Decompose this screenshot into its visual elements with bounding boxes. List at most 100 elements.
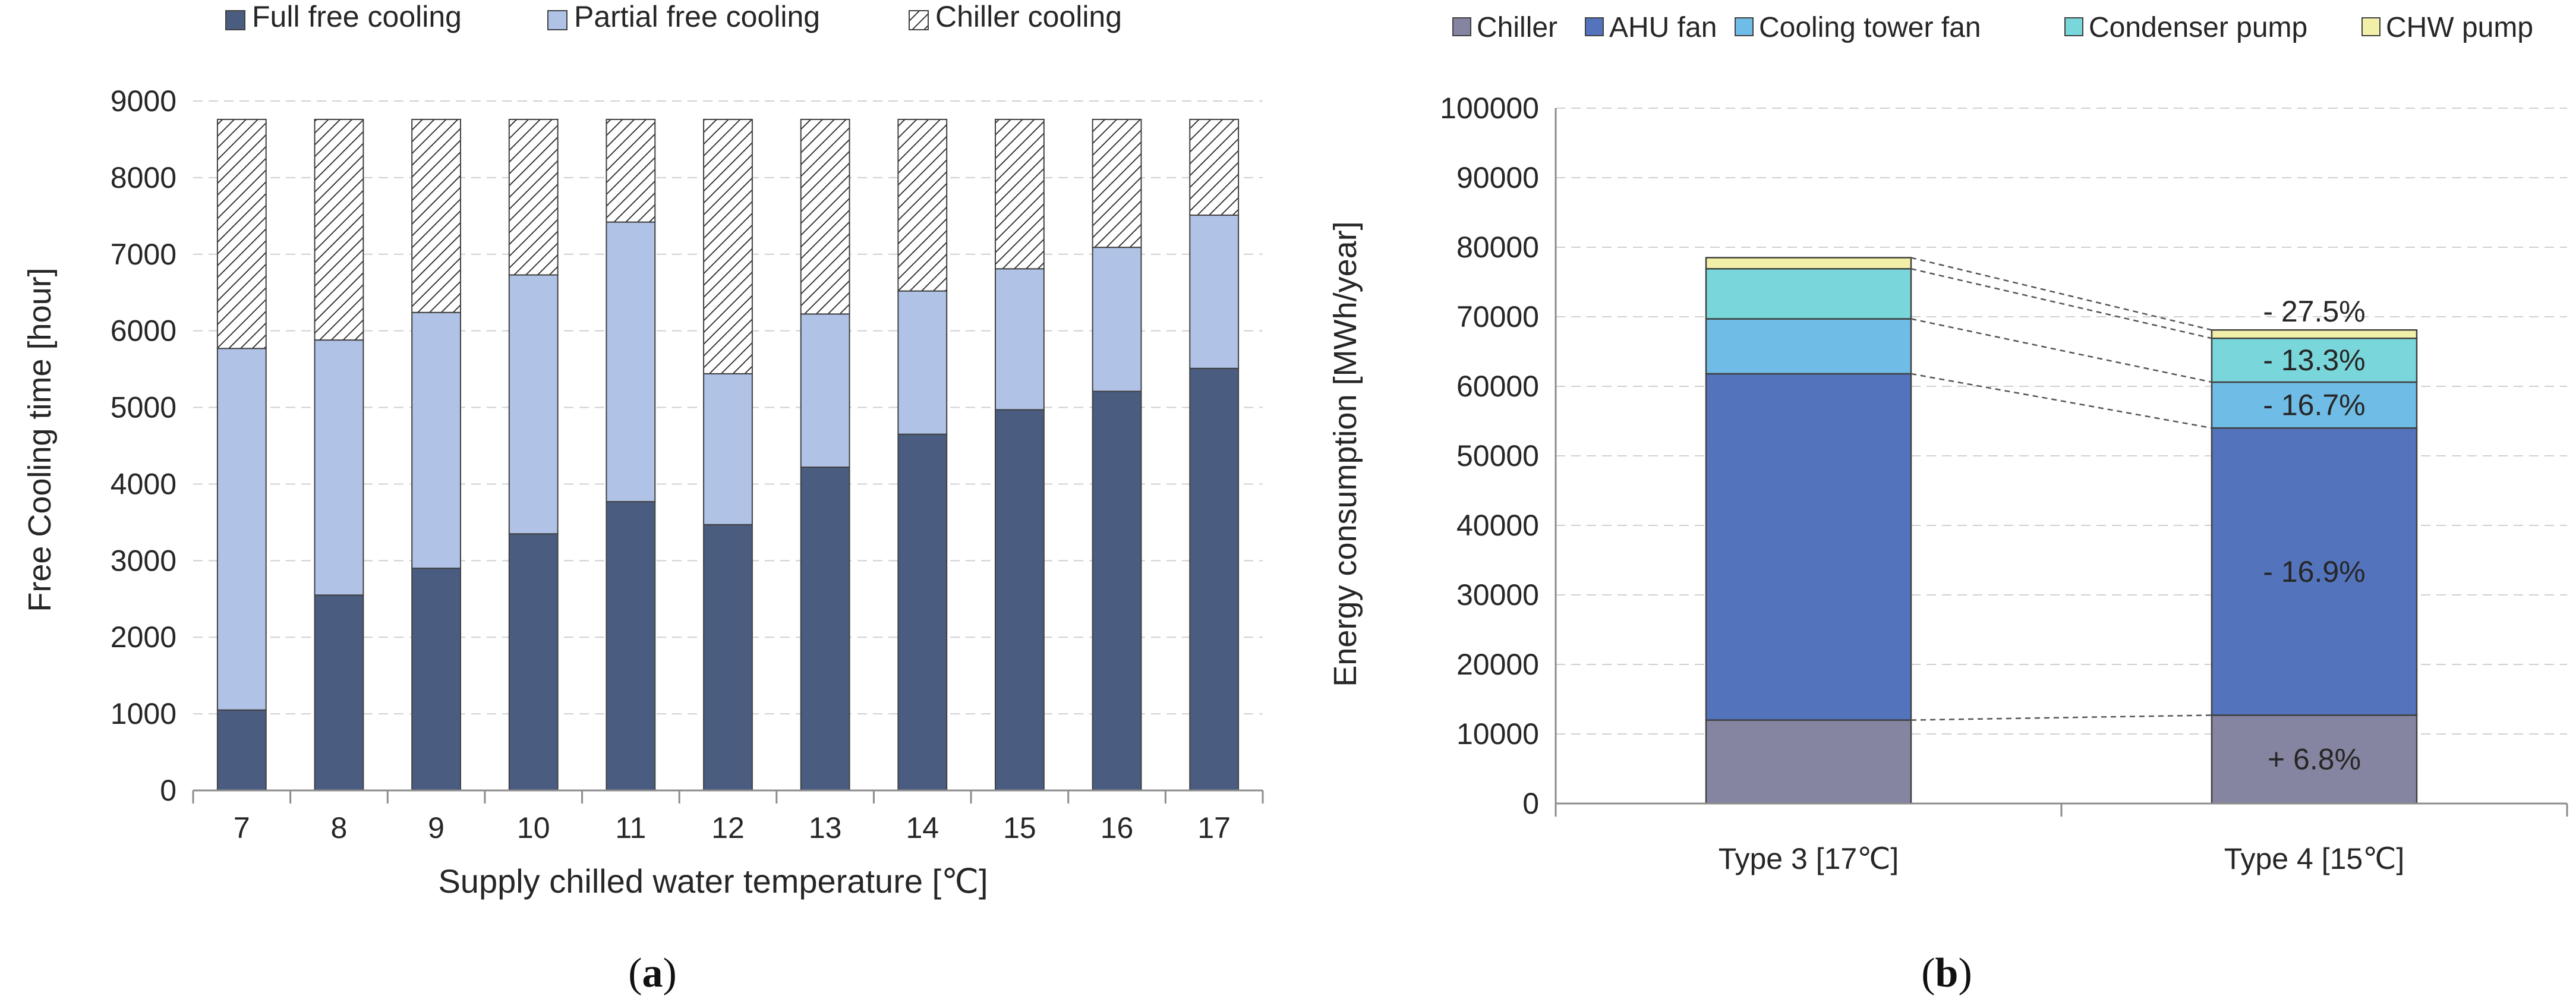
chart-b-y-axis-label: Energy consumption [MWh/year] [1328,221,1363,686]
connector-ahu-fan [1910,373,2212,429]
chart-b-bars [1705,257,2418,805]
legend-swatch-cooling-tower-fan [1735,17,1754,36]
chart-a-x-tick-label: 10 [517,811,550,845]
chart-a-x-tick-label: 13 [809,811,842,845]
legend-label-chw-pump: CHW pump [2386,12,2533,43]
annotation-chw-pump: - 27.5% [2263,295,2365,328]
chart-b-connector-lines [1910,257,2212,721]
chart-a-x-tick-label: 14 [906,811,939,845]
bar-partial-free-cooling-17 [1189,215,1240,369]
chart-a-y-tick-label: 4000 [111,467,176,500]
bar-partial-free-cooling-11 [606,221,656,503]
legend-swatch-chiller-cooling [909,10,929,30]
legend-swatch-chiller [1452,17,1471,36]
bar-cooling-tower-fan-type-4-15 [2211,381,2418,429]
bar-full-free-cooling-11 [606,501,656,791]
bar-full-free-cooling-13 [800,467,850,791]
bar-full-free-cooling-14 [897,433,948,791]
bar-partial-free-cooling-10 [508,274,559,535]
chart-a-y-tick-label: 3000 [111,544,176,577]
chart-b-energy-consumption: Chiller AHU fan Cooling tower fan Conden… [1328,12,2568,996]
bar-full-free-cooling-7 [216,709,267,791]
chart-b-y-tick-label: 50000 [1456,439,1539,472]
chart-a-x-tick-label: 7 [234,811,250,845]
bar-chiller-cooling-8 [314,118,364,341]
bar-cooling-tower-fan-type-3-17 [1705,318,1912,375]
chart-b-axes: 0 10000 20000 30000 40000 50000 60000 70000 8000… [1440,92,2568,875]
bar-partial-free-cooling-7 [216,348,267,711]
chart-a-x-tick-label: 9 [428,811,444,845]
bar-chw-pump-type-3-17 [1705,257,1912,270]
chart-b-y-tick-label: 30000 [1456,578,1539,612]
chart-b-legend: Chiller AHU fan Cooling tower fan Conden… [1452,12,2533,43]
bar-chiller-cooling-14 [897,118,948,292]
legend-label-partial-free-cooling: Partial free cooling [574,0,820,33]
chart-b-y-tick-label: 90000 [1456,161,1539,194]
chart-b-y-tick-label: 70000 [1456,300,1539,333]
chart-a-x-axis-label: Supply chilled water temperature [℃] [438,862,988,900]
bar-condenser-pump-type-4-15 [2211,338,2418,383]
bar-partial-free-cooling-14 [897,290,948,435]
bar-chiller-cooling-13 [800,118,850,315]
bar-ahu-fan-type-3-17 [1705,373,1912,721]
chart-a-y-tick-label: 7000 [111,238,176,271]
bar-chw-pump-type-4-15 [2211,329,2418,339]
bar-full-free-cooling-8 [314,594,364,791]
legend-label-ahu-fan: AHU fan [1609,12,1717,43]
panel-label-a: (a) [628,950,677,996]
connector-condenser-pump [1910,268,2212,339]
legend-swatch-ahu-fan [1585,17,1604,36]
legend-label-cooling-tower-fan: Cooling tower fan [1759,12,1981,43]
annotation-chiller: + 6.8% [2268,743,2361,776]
connector-chiller [1910,714,2212,721]
chart-b-x-tick-label: Type 4 [15℃] [2224,842,2405,875]
chart-b-y-tick-label: 10000 [1456,717,1539,751]
chart-a-free-cooling-time: Full free cooling Partial free cooling C… [22,0,1264,996]
chart-a-x-tick-label: 15 [1003,811,1036,845]
annotation-ahu-fan: - 16.9% [2263,555,2365,588]
bar-chiller-cooling-9 [411,118,462,313]
bar-partial-free-cooling-13 [800,313,850,468]
chart-a-x-tick-label: 16 [1101,811,1134,845]
chart-a-x-tick-label: 17 [1197,811,1231,845]
legend-label-chiller-cooling: Chiller cooling [935,0,1122,33]
legend-swatch-chw-pump [2361,17,2380,36]
bar-condenser-pump-type-3-17 [1705,268,1912,320]
chart-a-y-tick-label: 2000 [111,620,176,654]
chart-a-y-tick-label: 0 [160,774,176,807]
annotation-condenser-pump: - 13.3% [2263,344,2365,377]
connector-cooling-tower-fan [1910,318,2212,383]
chart-a-y-tick-label: 1000 [111,697,176,730]
chart-b-y-tick-label: 80000 [1456,231,1539,264]
chart-b-y-tick-label: 40000 [1456,509,1539,542]
annotation-cooling-tower-fan: - 16.7% [2263,389,2365,422]
connector-chw-pump [1910,257,2212,331]
chart-b-x-tick-label: Type 3 [17℃] [1719,842,1899,875]
legend-swatch-full-free-cooling [225,10,245,30]
legend-swatch-condenser-pump [2064,17,2083,36]
chart-b-annotations: + 6.8% - 16.9% - 16.7% - 13.3% - 27.5% [2263,295,2365,776]
bar-full-free-cooling-10 [508,533,559,791]
chart-b-y-tick-label: 20000 [1456,648,1539,681]
bar-full-free-cooling-16 [1092,390,1142,791]
bar-partial-free-cooling-15 [995,268,1045,411]
bar-partial-free-cooling-16 [1092,247,1142,392]
bar-chiller-cooling-11 [606,118,656,223]
bar-chiller-cooling-12 [703,118,753,374]
bar-chiller-cooling-10 [508,118,559,276]
bar-full-free-cooling-9 [411,568,462,791]
chart-a-y-tick-label: 6000 [111,314,176,348]
legend-label-chiller: Chiller [1477,12,1557,43]
bar-chiller-type-3-17 [1705,719,1912,805]
chart-a-y-axis-label: Free Cooling time [hour] [22,267,58,612]
chart-a-y-tick-label: 8000 [111,161,176,194]
chart-a-axes: 0 1000 2000 3000 4000 5000 6000 7000 8000 9000 7 8 9… [111,84,1264,845]
bar-chiller-cooling-17 [1189,118,1240,216]
panel-label-b: (b) [1921,950,1972,996]
chart-a-x-tick-label: 12 [711,811,745,845]
bar-chiller-cooling-15 [995,118,1045,270]
bar-chiller-cooling-16 [1092,118,1142,248]
chart-b-y-tick-label: 100000 [1440,92,1539,125]
legend-swatch-partial-free-cooling [547,10,567,30]
